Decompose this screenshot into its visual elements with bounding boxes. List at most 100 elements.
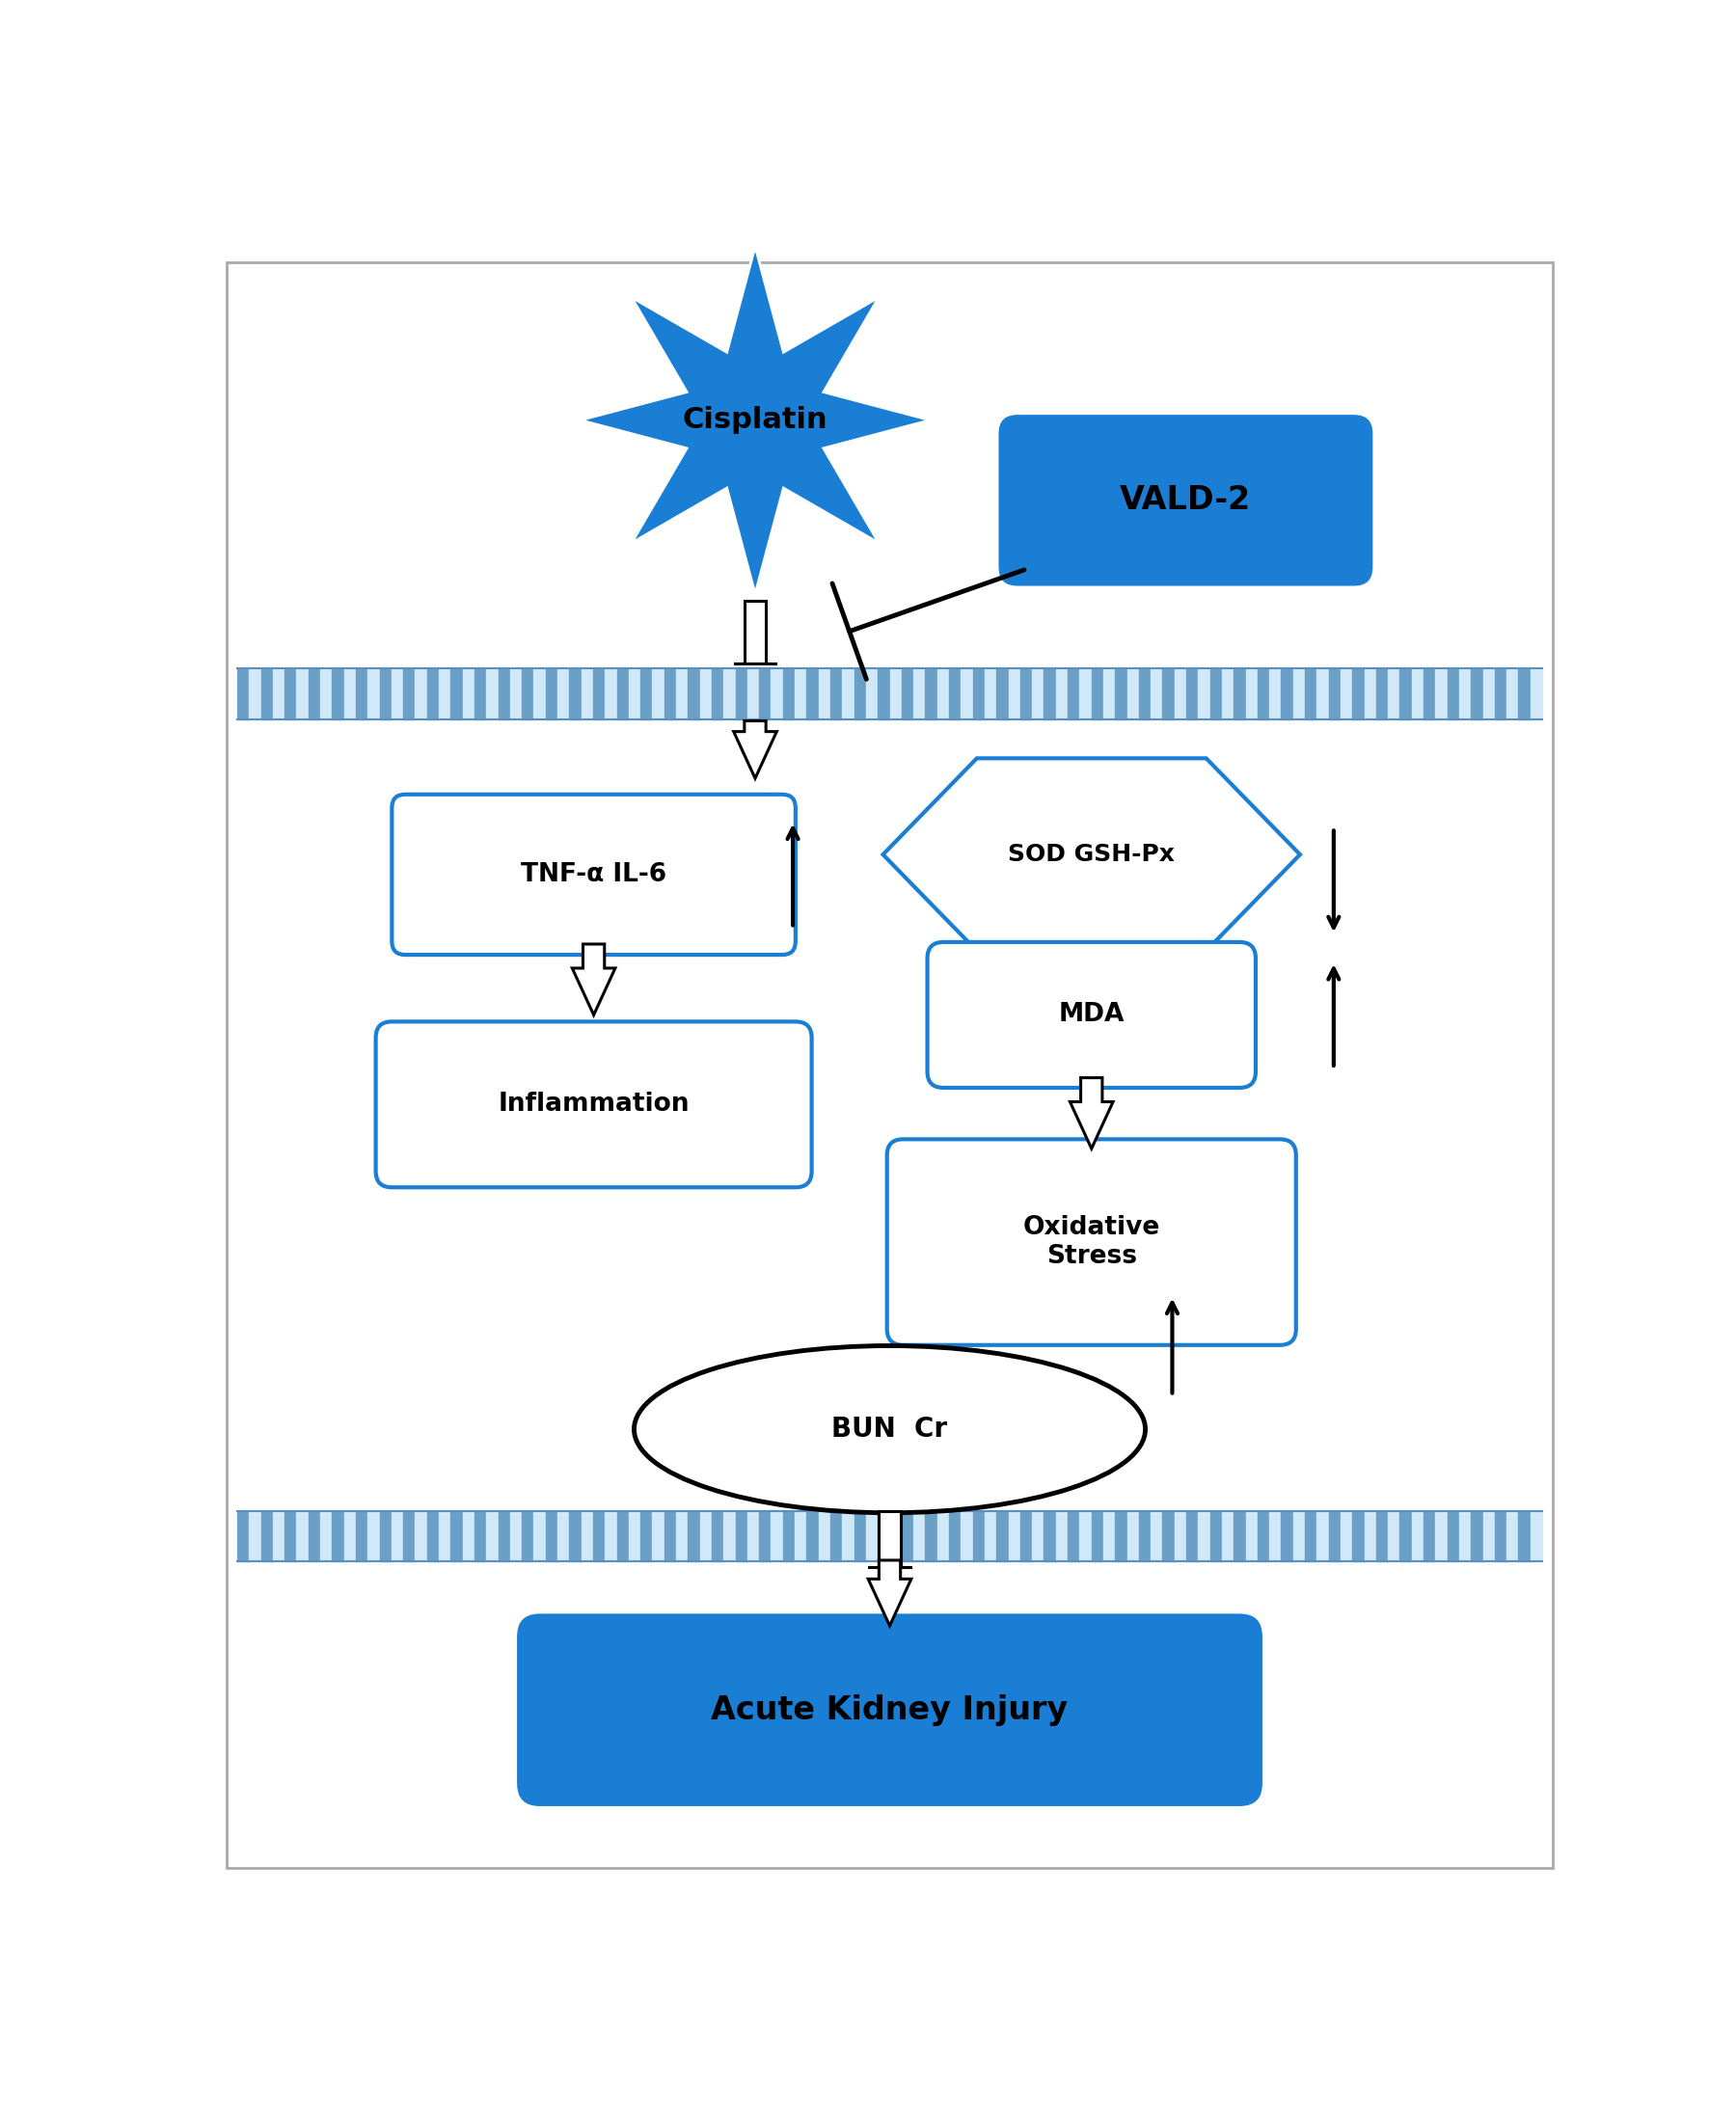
Bar [937,669,950,719]
Bar [1257,669,1269,719]
Polygon shape [734,721,776,778]
Bar [1318,669,1328,719]
Bar [309,669,319,719]
Bar [297,1510,309,1561]
Bar [653,1510,665,1561]
Bar [984,1510,996,1561]
Bar [356,669,368,719]
Text: BUN  Cr: BUN Cr [832,1415,948,1443]
Bar [724,669,736,719]
Bar [403,1510,415,1561]
Bar [1377,669,1389,719]
Bar [641,669,653,719]
Bar [962,1510,972,1561]
Bar [1424,1510,1436,1561]
Bar [700,669,712,719]
Bar [866,669,878,719]
Bar [368,669,380,719]
Bar [1364,669,1377,719]
Bar [439,1510,451,1561]
Bar [498,1510,510,1561]
Bar [1305,669,1318,719]
Bar [1009,1510,1021,1561]
Bar [1186,669,1198,719]
Bar [1092,669,1104,719]
Bar [687,1510,700,1561]
Bar [972,669,984,719]
Bar [913,1510,925,1561]
Bar [1519,669,1531,719]
Bar [1389,669,1399,719]
Text: VALD-2: VALD-2 [1120,485,1252,517]
Bar [1163,669,1175,719]
Bar [1448,1510,1460,1561]
Bar [451,1510,462,1561]
Bar [866,1510,878,1561]
Bar [1281,669,1293,719]
Bar [901,1510,913,1561]
Bar [687,669,700,719]
Text: Oxidative
Stress: Oxidative Stress [1023,1215,1160,1270]
Bar [759,669,771,719]
Bar [1198,669,1210,719]
Bar [545,669,557,719]
Bar [594,669,604,719]
Bar [1507,669,1519,719]
Bar [1364,1510,1377,1561]
Bar [523,1510,533,1561]
Bar [1352,669,1364,719]
Bar [1436,669,1448,719]
Polygon shape [868,1510,911,1567]
Bar [582,669,594,719]
Bar [1399,669,1411,719]
Bar [1139,669,1151,719]
Bar [1092,1510,1104,1561]
Bar [462,669,474,719]
Bar [712,669,724,719]
Bar [1281,1510,1293,1561]
Bar [415,669,427,719]
Bar [950,1510,962,1561]
Bar [1519,1510,1531,1561]
Polygon shape [1069,1078,1113,1149]
Bar [1293,669,1305,719]
Bar [523,669,533,719]
Bar [771,1510,783,1561]
Bar [1068,1510,1080,1561]
Bar [238,669,248,719]
Bar [925,1510,937,1561]
Bar [818,1510,830,1561]
Bar [1318,1510,1328,1561]
Bar [1021,1510,1033,1561]
Bar [771,669,783,719]
Polygon shape [868,1561,911,1626]
Bar [746,669,759,719]
Bar [462,1510,474,1561]
Bar [984,669,996,719]
Bar [1389,1510,1399,1561]
Bar [1470,669,1483,719]
Bar [403,669,415,719]
Bar [675,1510,687,1561]
Bar [795,669,807,719]
Bar [1043,1510,1055,1561]
Bar [724,1510,736,1561]
Bar [628,1510,641,1561]
Bar [1043,669,1055,719]
Bar [1352,1510,1364,1561]
Bar [557,669,569,719]
Bar [878,669,889,719]
Bar [1470,1510,1483,1561]
Bar [332,669,344,719]
Bar [1246,1510,1257,1561]
Bar [1115,1510,1127,1561]
Bar [1210,669,1222,719]
Bar [439,669,451,719]
Bar [854,669,866,719]
Bar [1033,669,1043,719]
Bar [380,1510,391,1561]
Polygon shape [734,601,776,664]
Bar [783,669,795,719]
Bar [1151,1510,1163,1561]
Bar [878,1510,889,1561]
